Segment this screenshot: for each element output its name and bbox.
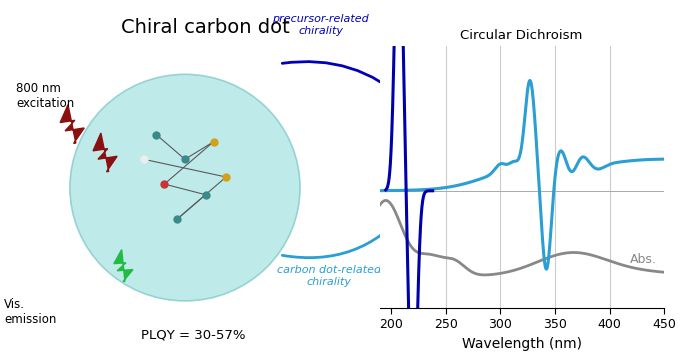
- Text: Circular Dichroism: Circular Dichroism: [460, 29, 582, 42]
- Text: PLQY = 30-57%: PLQY = 30-57%: [141, 328, 245, 341]
- Text: Vis.
emission: Vis. emission: [4, 297, 56, 326]
- Text: Abs.: Abs.: [630, 253, 656, 266]
- Polygon shape: [93, 133, 117, 172]
- Polygon shape: [60, 105, 84, 143]
- Polygon shape: [114, 250, 133, 281]
- Text: Chiral carbon dot: Chiral carbon dot: [121, 18, 290, 37]
- Ellipse shape: [70, 74, 300, 301]
- Text: carbon dot-related
chirality: carbon dot-related chirality: [277, 265, 381, 287]
- X-axis label: Wavelength (nm): Wavelength (nm): [462, 337, 582, 351]
- Text: 800 nm
excitation: 800 nm excitation: [16, 81, 75, 110]
- Text: precursor-related
chirality: precursor-related chirality: [272, 14, 369, 36]
